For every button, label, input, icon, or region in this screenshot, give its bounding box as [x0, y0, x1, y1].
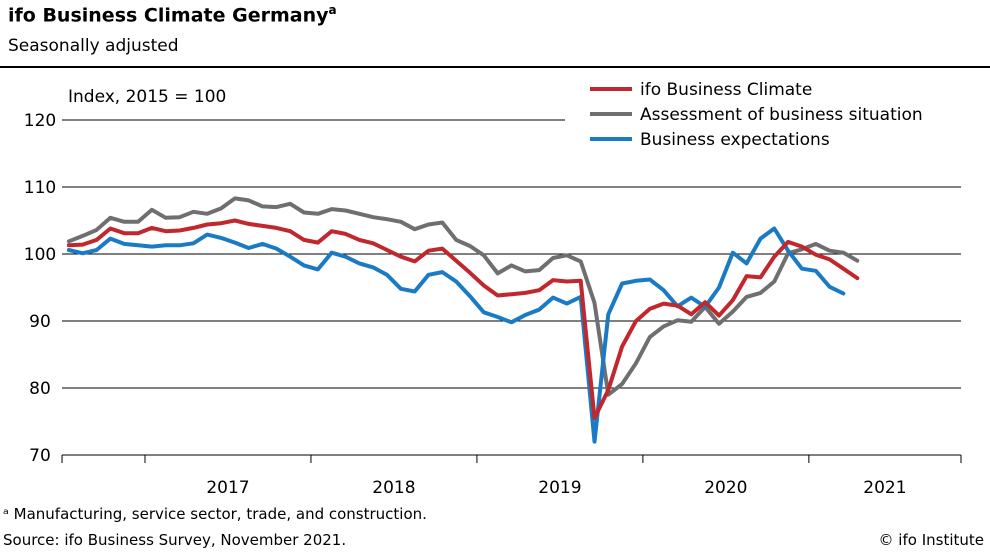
source-note: Source: ifo Business Survey, November 20…: [3, 531, 347, 549]
y-tick-label-80: 80: [29, 379, 51, 399]
footnote: ᵃ Manufacturing, service sector, trade, …: [3, 505, 427, 523]
legend-label-situation: Assessment of business situation: [640, 105, 923, 125]
y-tick-labels: 70 80 90 100 110 120: [24, 111, 56, 466]
series-line-climate: [66, 218, 860, 421]
x-year-label-2019: 2019: [538, 478, 581, 498]
series-line-situation: [66, 196, 860, 397]
x-year-labels: 2017 2018 2019 2020 2021: [206, 478, 906, 498]
series-line-expectations: [66, 226, 846, 444]
x-year-label-2020: 2020: [704, 478, 747, 498]
x-year-label-2021: 2021: [863, 478, 906, 498]
index-label: Index, 2015 = 100: [68, 87, 226, 107]
x-year-label-2017: 2017: [206, 478, 249, 498]
credit: © ifo Institute: [878, 531, 984, 549]
x-year-label-2018: 2018: [372, 478, 415, 498]
chart-title: ifo Business Climate Germanya: [8, 3, 337, 27]
header-rule: [0, 66, 990, 68]
series-lines: [66, 196, 860, 444]
x-ticks: [61, 455, 962, 463]
y-tick-label-90: 90: [29, 312, 51, 332]
y-tick-label-70: 70: [29, 446, 51, 466]
line-chart: 70 80 90 100 110 120 2017 2018 2019 2020 2021 Ind…: [24, 80, 962, 498]
y-tick-label-120: 120: [24, 111, 56, 131]
legend-label-climate: ifo Business Climate: [640, 80, 812, 100]
legend: ifo Business Climate Assessment of busine…: [590, 80, 923, 150]
y-tick-label-110: 110: [24, 178, 56, 198]
grid-lines: [62, 119, 961, 389]
y-tick-label-100: 100: [24, 245, 56, 265]
chart-subtitle: Seasonally adjusted: [8, 36, 179, 56]
legend-label-expectations: Business expectations: [640, 130, 830, 150]
